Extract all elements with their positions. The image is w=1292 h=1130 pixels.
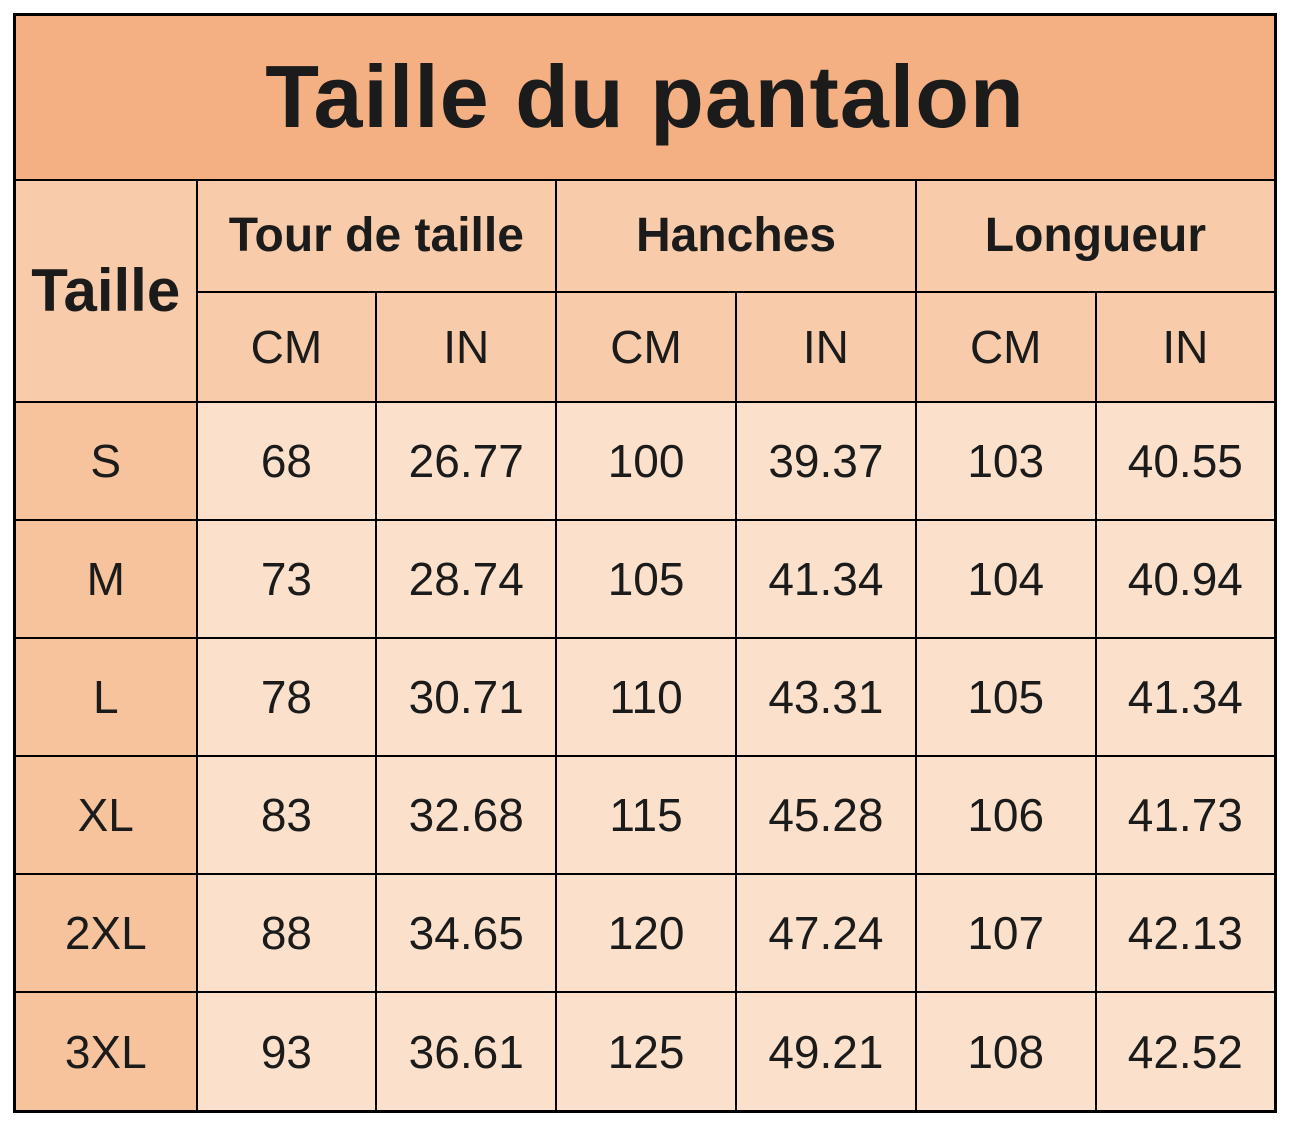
cell-3xl-hanches-cm: 125 [555, 991, 737, 1113]
chart-title: Taille du pantalon [13, 13, 1277, 181]
cell-2xl-hanches-cm: 120 [555, 873, 737, 994]
cell-xl-tour-in: 32.68 [375, 754, 558, 876]
table-row-l: L 78 30.71 110 43.31 105 41.34 [13, 636, 1277, 757]
cell-s-tour-cm: 68 [195, 400, 378, 521]
row-label-xl: XL [13, 754, 198, 876]
cell-s-longueur-cm: 103 [914, 400, 1097, 521]
column-group-hanches: Hanches [555, 178, 917, 293]
title-row: Taille du pantalon [13, 13, 1277, 181]
cell-l-hanches-cm: 110 [555, 636, 737, 757]
row-label-3xl: 3XL [13, 991, 198, 1113]
cell-m-longueur-in: 40.94 [1094, 518, 1277, 639]
cell-3xl-longueur-in: 42.52 [1094, 991, 1277, 1113]
cell-s-hanches-cm: 100 [555, 400, 737, 521]
cell-xl-longueur-in: 41.73 [1094, 754, 1277, 876]
cell-3xl-tour-in: 36.61 [375, 991, 558, 1113]
unit-header-hanches-cm: CM [555, 290, 737, 403]
cell-l-tour-in: 30.71 [375, 636, 558, 757]
table-row-s: S 68 26.77 100 39.37 103 40.55 [13, 400, 1277, 521]
unit-header-longueur-in: IN [1094, 290, 1277, 403]
cell-s-longueur-in: 40.55 [1094, 400, 1277, 521]
cell-m-hanches-cm: 105 [555, 518, 737, 639]
row-label-s: S [13, 400, 198, 521]
cell-2xl-tour-cm: 88 [195, 873, 378, 994]
column-group-longueur: Longueur [914, 178, 1277, 293]
cell-m-tour-in: 28.74 [375, 518, 558, 639]
cell-xl-hanches-cm: 115 [555, 754, 737, 876]
cell-m-tour-cm: 73 [195, 518, 378, 639]
cell-xl-tour-cm: 83 [195, 754, 378, 876]
row-label-l: L [13, 636, 198, 757]
unit-header-row: CM IN CM IN CM IN [15, 290, 1277, 403]
cell-3xl-hanches-in: 49.21 [734, 991, 917, 1113]
cell-l-longueur-in: 41.34 [1094, 636, 1277, 757]
cell-s-tour-in: 26.77 [375, 400, 558, 521]
cell-m-longueur-cm: 104 [914, 518, 1097, 639]
column-group-tour-de-taille: Tour de taille [195, 178, 558, 293]
cell-l-hanches-in: 43.31 [734, 636, 917, 757]
table-row-m: M 73 28.74 105 41.34 104 40.94 [13, 518, 1277, 639]
table-row-2xl: 2XL 88 34.65 120 47.24 107 42.13 [13, 873, 1277, 994]
cell-l-longueur-cm: 105 [914, 636, 1097, 757]
unit-header-hanches-in: IN [734, 290, 917, 403]
cell-2xl-longueur-in: 42.13 [1094, 873, 1277, 994]
cell-xl-hanches-in: 45.28 [734, 754, 917, 876]
cell-m-hanches-in: 41.34 [734, 518, 917, 639]
cell-2xl-hanches-in: 47.24 [734, 873, 917, 994]
unit-header-tour-cm: CM [195, 290, 378, 403]
cell-2xl-tour-in: 34.65 [375, 873, 558, 994]
cell-xl-longueur-cm: 106 [914, 754, 1097, 876]
cell-s-hanches-in: 39.37 [734, 400, 917, 521]
column-header-taille: Taille [13, 178, 198, 403]
row-label-m: M [13, 518, 198, 639]
table-row-3xl: 3XL 93 36.61 125 49.21 108 42.52 [13, 991, 1277, 1113]
unit-header-longueur-cm: CM [914, 290, 1097, 403]
size-chart-table: Taille du pantalon Taille Tour de taille… [13, 13, 1277, 1113]
table-row-xl: XL 83 32.68 115 45.28 106 41.73 [13, 754, 1277, 876]
cell-3xl-longueur-cm: 108 [914, 991, 1097, 1113]
cell-2xl-longueur-cm: 107 [914, 873, 1097, 994]
unit-header-tour-in: IN [375, 290, 558, 403]
cell-l-tour-cm: 78 [195, 636, 378, 757]
group-header-row: Taille Tour de taille Hanches Longueur [13, 178, 1277, 403]
row-label-2xl: 2XL [13, 873, 198, 994]
cell-3xl-tour-cm: 93 [195, 991, 378, 1113]
